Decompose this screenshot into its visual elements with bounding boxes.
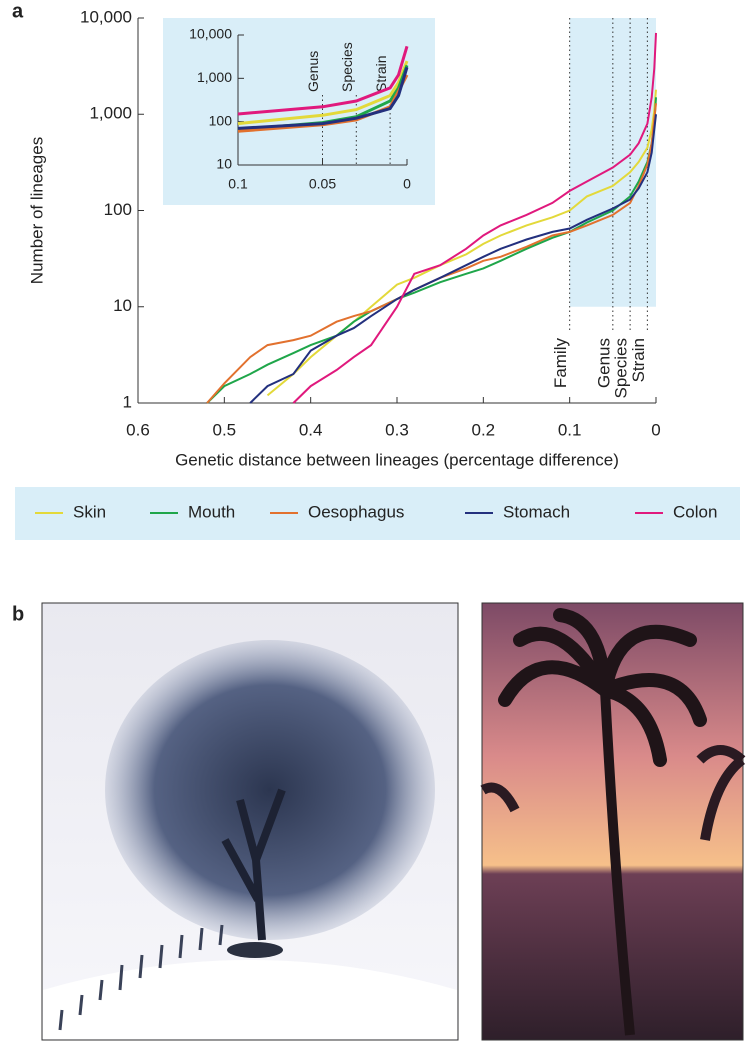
annotation-label: Strain bbox=[629, 338, 648, 382]
legend-label: Oesophagus bbox=[308, 502, 404, 521]
annotation-label: Species bbox=[612, 338, 631, 398]
x-tick-label: 0.3 bbox=[385, 420, 409, 439]
annotation-label: Genus bbox=[594, 338, 613, 388]
annotation-label: Strain bbox=[373, 55, 389, 92]
legend-label: Skin bbox=[73, 502, 106, 521]
x-tick-label: 0 bbox=[651, 420, 660, 439]
inset-background bbox=[163, 18, 435, 205]
series-line bbox=[292, 32, 657, 404]
x-tick-label: 0.2 bbox=[472, 420, 496, 439]
x-tick-label: 0.1 bbox=[228, 176, 248, 192]
legend-label: Colon bbox=[673, 502, 717, 521]
y-axis-label: Number of lineages bbox=[27, 137, 46, 284]
x-tick-label: 0.6 bbox=[126, 420, 150, 439]
photo-tree bbox=[41, 602, 459, 1041]
panel-label: a bbox=[12, 0, 24, 22]
annotation-label: Family bbox=[551, 338, 570, 389]
y-tick-label: 10,000 bbox=[189, 26, 232, 42]
annotation-label: Genus bbox=[305, 51, 321, 92]
y-tick-label: 10,000 bbox=[80, 7, 132, 26]
panel-label: b bbox=[12, 603, 24, 625]
inset-chart: 10 100 1,000 10,000 0.1 0.05 0 Genus Species Stra… bbox=[189, 26, 411, 192]
y-tick-label: 1,000 bbox=[89, 104, 132, 123]
series-line bbox=[237, 66, 409, 130]
y-tick-label: 100 bbox=[209, 112, 233, 128]
y-tick-label: 100 bbox=[104, 200, 132, 219]
y-tick-label: 10 bbox=[113, 296, 132, 315]
annotation-label: Species bbox=[339, 42, 355, 92]
y-tick-label: 1,000 bbox=[197, 69, 232, 85]
y-tick-label: 1 bbox=[123, 392, 132, 411]
series-line bbox=[249, 114, 657, 404]
x-tick-label: 0.4 bbox=[299, 420, 323, 439]
x-axis-label: Genetic distance between lineages (perce… bbox=[175, 450, 619, 469]
x-tick-label: 0.1 bbox=[558, 420, 582, 439]
legend-label: Stomach bbox=[503, 502, 570, 521]
series-line bbox=[237, 60, 409, 126]
legend-label: Mouth bbox=[188, 502, 235, 521]
series-line bbox=[237, 45, 409, 116]
x-tick-label: 0.5 bbox=[213, 420, 237, 439]
series-line bbox=[206, 97, 657, 404]
legend bbox=[15, 487, 740, 540]
legend-entries: Skin Mouth Oesophagus Stomach Colon bbox=[35, 502, 717, 521]
y-tick-label: 10 bbox=[216, 156, 232, 172]
photo-palm bbox=[480, 602, 746, 1041]
x-tick-label: 0.05 bbox=[309, 176, 336, 192]
x-tick-label: 0 bbox=[403, 176, 411, 192]
